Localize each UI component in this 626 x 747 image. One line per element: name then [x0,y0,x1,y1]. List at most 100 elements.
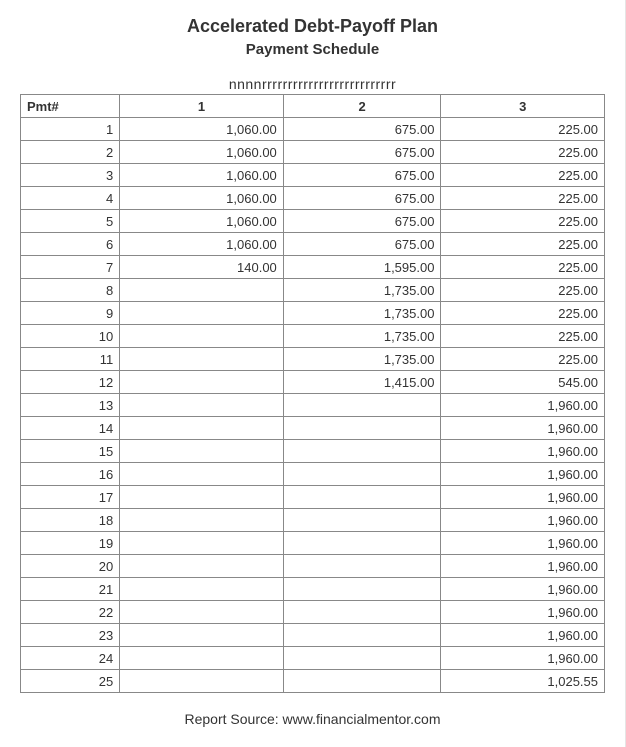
cell-c3: 1,960.00 [441,440,605,463]
cell-c3: 225.00 [441,348,605,371]
cell-c2: 1,735.00 [283,325,441,348]
cell-pmt: 15 [21,440,120,463]
cell-c3: 225.00 [441,256,605,279]
cell-c1 [120,647,284,670]
th-1: 1 [120,95,284,118]
cell-c2 [283,624,441,647]
cell-c1 [120,463,284,486]
cell-pmt: 18 [21,509,120,532]
th-pmt: Pmt# [21,95,120,118]
cell-c2: 1,735.00 [283,348,441,371]
cell-c3: 225.00 [441,325,605,348]
cell-c2 [283,670,441,693]
cell-pmt: 24 [21,647,120,670]
cell-c3: 1,025.55 [441,670,605,693]
page-subnote: nnnnrrrrrrrrrrrrrrrrrrrrrrrrrr [20,76,605,92]
cell-c2 [283,440,441,463]
cell-c3: 1,960.00 [441,647,605,670]
cell-c3: 225.00 [441,118,605,141]
cell-c1: 1,060.00 [120,233,284,256]
cell-c3: 225.00 [441,279,605,302]
cell-c1 [120,371,284,394]
table-row: 17 1,960.00 [21,486,605,509]
th-2: 2 [283,95,441,118]
cell-c2: 675.00 [283,233,441,256]
cell-pmt: 4 [21,187,120,210]
table-row: 51,060.00675.00225.00 [21,210,605,233]
table-row: 11,060.00675.00225.00 [21,118,605,141]
cell-c3: 225.00 [441,164,605,187]
cell-pmt: 17 [21,486,120,509]
cell-c3: 1,960.00 [441,555,605,578]
payment-schedule-table: Pmt# 1 2 3 11,060.00675.00225.0021,060.0… [20,94,605,693]
cell-pmt: 19 [21,532,120,555]
cell-c2: 675.00 [283,118,441,141]
cell-c3: 1,960.00 [441,394,605,417]
cell-pmt: 21 [21,578,120,601]
table-row: 16 1,960.00 [21,463,605,486]
cell-pmt: 16 [21,463,120,486]
cell-pmt: 13 [21,394,120,417]
cell-c2: 1,735.00 [283,302,441,325]
cell-c3: 1,960.00 [441,486,605,509]
page-title: Accelerated Debt-Payoff Plan [20,16,605,37]
table-row: 61,060.00675.00225.00 [21,233,605,256]
cell-c1 [120,555,284,578]
cell-c2: 675.00 [283,164,441,187]
cell-c2 [283,578,441,601]
cell-c3: 545.00 [441,371,605,394]
cell-c1: 1,060.00 [120,187,284,210]
cell-c2: 675.00 [283,187,441,210]
table-row: 10 1,735.00225.00 [21,325,605,348]
cell-c2 [283,486,441,509]
cell-pmt: 22 [21,601,120,624]
table-row: 15 1,960.00 [21,440,605,463]
table-row: 141,960.00 [21,417,605,440]
table-row: 13 1,960.00 [21,394,605,417]
cell-c2 [283,647,441,670]
table-row: 22 1,960.00 [21,601,605,624]
cell-c1 [120,417,284,440]
table-head: Pmt# 1 2 3 [21,95,605,118]
cell-c3: 225.00 [441,210,605,233]
cell-pmt: 23 [21,624,120,647]
cell-c1 [120,601,284,624]
cell-c1 [120,578,284,601]
cell-c2: 675.00 [283,141,441,164]
cell-pmt: 9 [21,302,120,325]
cell-c3: 1,960.00 [441,601,605,624]
cell-c3: 1,960.00 [441,463,605,486]
cell-c2 [283,555,441,578]
table-row: 211,960.00 [21,578,605,601]
cell-pmt: 3 [21,164,120,187]
table-body: 11,060.00675.00225.0021,060.00675.00225.… [21,118,605,693]
table-row: 181,960.00 [21,509,605,532]
cell-pmt: 7 [21,256,120,279]
th-3: 3 [441,95,605,118]
cell-c3: 225.00 [441,233,605,256]
cell-c1: 140.00 [120,256,284,279]
cell-c1 [120,486,284,509]
table-row: 24 1,960.00 [21,647,605,670]
cell-pmt: 1 [21,118,120,141]
cell-pmt: 2 [21,141,120,164]
cell-pmt: 10 [21,325,120,348]
cell-c1 [120,440,284,463]
table-header-row: Pmt# 1 2 3 [21,95,605,118]
cell-c1 [120,279,284,302]
cell-pmt: 14 [21,417,120,440]
table-row: 121,415.00545.00 [21,371,605,394]
cell-c3: 1,960.00 [441,624,605,647]
table-row: 81,735.00225.00 [21,279,605,302]
cell-c2: 675.00 [283,210,441,233]
cell-c2 [283,463,441,486]
cell-c1 [120,532,284,555]
table-row: 21,060.00675.00225.00 [21,141,605,164]
cell-pmt: 5 [21,210,120,233]
cell-c2 [283,394,441,417]
table-row: 19 1,960.00 [21,532,605,555]
table-row: 7140.001,595.00225.00 [21,256,605,279]
cell-c1 [120,670,284,693]
cell-c2 [283,417,441,440]
cell-c3: 1,960.00 [441,532,605,555]
